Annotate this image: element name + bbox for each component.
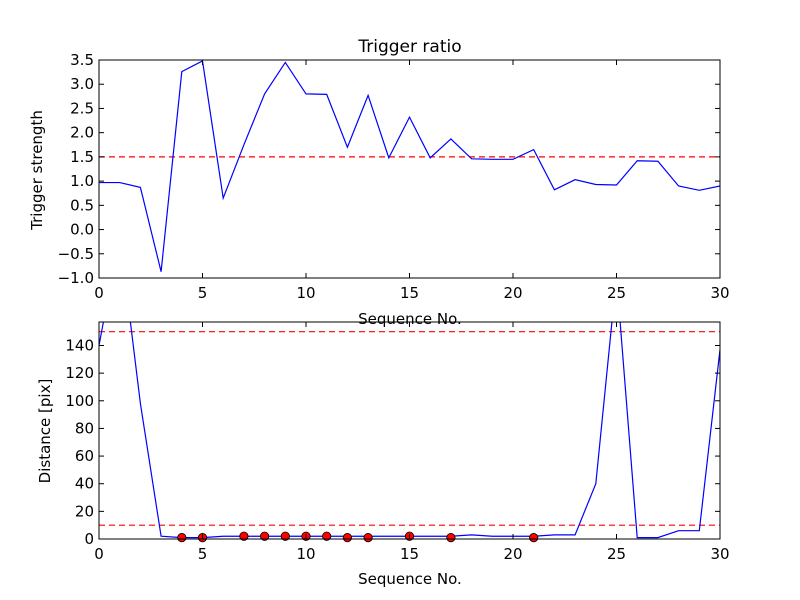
y-tick-label: −1.0 [58, 269, 94, 287]
x-tick-label: 0 [94, 545, 104, 563]
data-marker [259, 531, 270, 541]
x-tick-label: 15 [400, 545, 419, 563]
x-tick-label: 5 [198, 545, 208, 563]
y-axis-label: Distance [pix] [36, 379, 54, 484]
data-marker [280, 531, 290, 541]
x-tick-label: 25 [607, 284, 626, 302]
y-tick-label: 40 [75, 475, 94, 493]
y-tick-label: 2.0 [70, 124, 94, 142]
x-tick-label: 20 [503, 284, 522, 302]
y-axis-label: Trigger strength [28, 110, 46, 231]
y-tick-label: 100 [65, 392, 94, 410]
data-marker [363, 533, 373, 543]
y-tick-label: 0.5 [70, 196, 94, 214]
data-marker [446, 533, 456, 543]
x-axis-label: Sequence No. [358, 310, 462, 328]
y-tick-label: 3.5 [70, 51, 94, 69]
y-tick-label: 1.0 [70, 172, 94, 190]
y-tick-label: 120 [65, 364, 94, 382]
y-tick-label: 0.0 [70, 221, 94, 239]
y-tick-label: 2.5 [70, 99, 94, 117]
trigger-ratio-panel: Trigger ratio Sequence No. Trigger stren… [28, 37, 730, 328]
data-marker [239, 531, 249, 541]
y-tick-label: 1.5 [70, 148, 94, 166]
x-tick-label: 25 [607, 545, 626, 563]
x-tick-label: 20 [503, 545, 522, 563]
data-marker [529, 533, 539, 543]
y-tick-label: 0 [84, 530, 94, 548]
data-marker [177, 533, 187, 543]
x-tick-label: 0 [94, 284, 104, 302]
x-tick-label: 30 [710, 545, 729, 563]
y-tick-label: 3.0 [70, 75, 94, 93]
data-marker [322, 531, 332, 541]
x-tick-label: 30 [710, 284, 729, 302]
data-marker [342, 533, 352, 543]
panel-title: Trigger ratio [357, 37, 461, 57]
y-tick-label: 80 [75, 419, 94, 437]
x-axis-label: Sequence No. [358, 570, 462, 588]
distance-panel: Sequence No. Distance [pix] 0 5 10 15 20 25 30… [36, 321, 730, 588]
x-tick-label: 15 [400, 284, 419, 302]
y-tick-label: 20 [75, 502, 94, 520]
x-tick-label: 10 [296, 545, 315, 563]
x-tick-label: 5 [198, 284, 208, 302]
y-tick-label: −0.5 [58, 245, 94, 263]
y-tick-label: 60 [75, 447, 94, 465]
x-tick-label: 10 [296, 284, 315, 302]
y-tick-label: 140 [65, 336, 94, 354]
